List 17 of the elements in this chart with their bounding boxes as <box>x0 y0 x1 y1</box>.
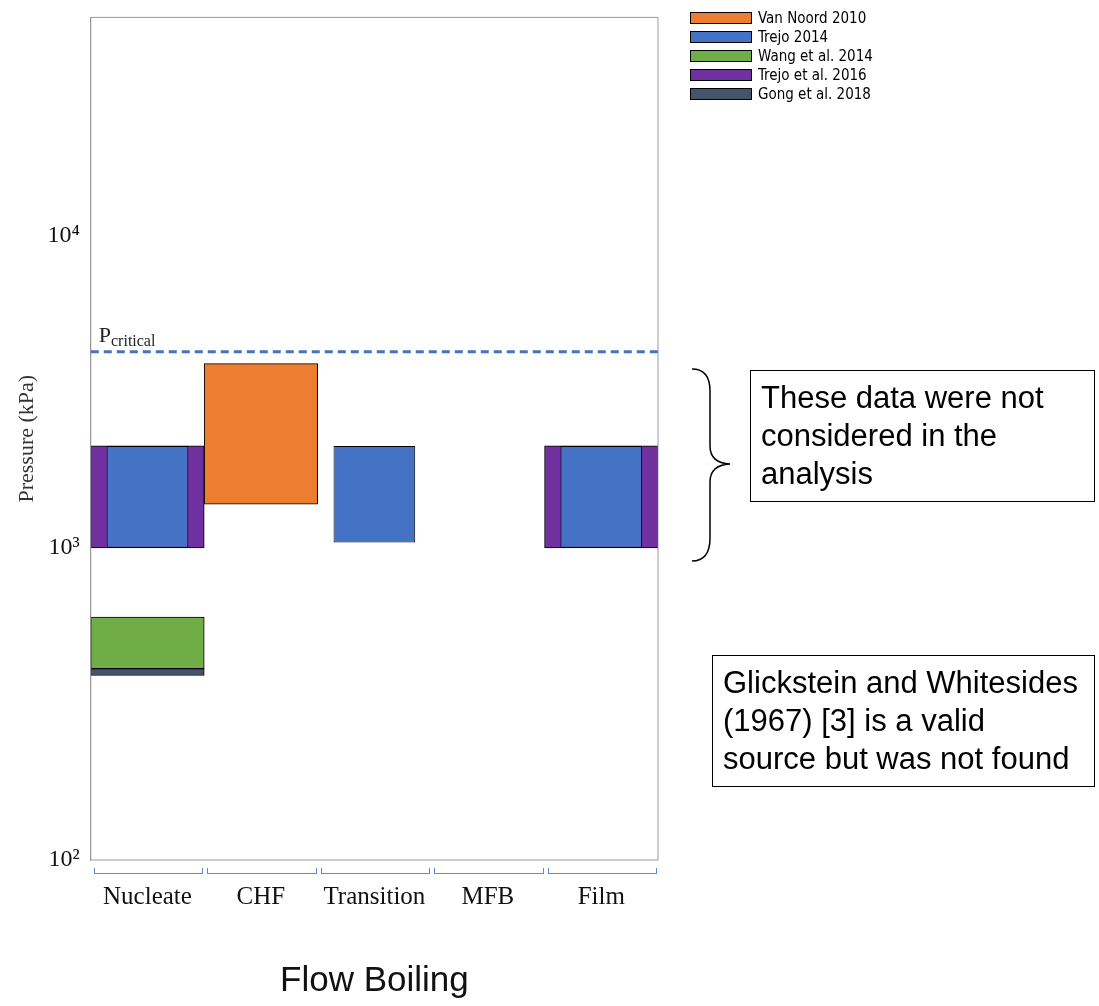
legend-label: Wang et al. 2014 <box>758 46 873 65</box>
text: Glickstein and Whitesides (1967) [3] is a valid source but was not found <box>712 655 1095 787</box>
x-axis-title: Flow Boiling <box>280 958 469 998</box>
y-axis-title: Pressure (kPa) <box>12 374 38 503</box>
y-tick-label: 10⁴ <box>47 220 80 247</box>
x-tick-label: Film <box>577 881 626 909</box>
legend-label: Gong et al. 2018 <box>758 84 871 103</box>
x-tick-label: MFB <box>461 881 515 909</box>
legend-label: Trejo et al. 2016 <box>758 65 867 84</box>
y-tick-label: 10² <box>48 845 80 872</box>
text: These data were not considered in the analysis <box>750 370 1095 502</box>
legend-label: Van Noord 2010 <box>758 8 867 27</box>
y-tick-label: 10³ <box>48 533 80 560</box>
x-tick-label: Nucleate <box>103 881 192 909</box>
x-tick-label: CHF <box>236 881 286 909</box>
x-tick-label: Transition <box>323 881 426 909</box>
legend-label: Trejo 2014 <box>758 27 829 46</box>
